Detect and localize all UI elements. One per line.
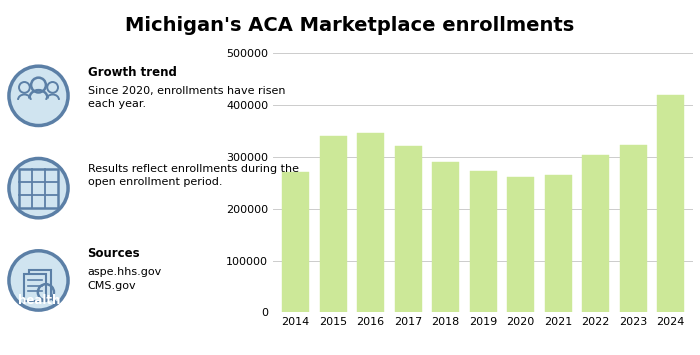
Bar xyxy=(470,171,496,312)
Text: Michigan's ACA Marketplace enrollments: Michigan's ACA Marketplace enrollments xyxy=(125,16,575,35)
Bar xyxy=(657,95,684,312)
Text: .org™: .org™ xyxy=(15,327,64,342)
Text: Results reflect enrollments during the
open enrollment period.: Results reflect enrollments during the o… xyxy=(88,164,298,187)
Bar xyxy=(357,132,384,312)
Bar xyxy=(319,136,346,312)
Text: aspe.hhs.gov
CMS.gov: aspe.hhs.gov CMS.gov xyxy=(88,267,162,290)
Bar xyxy=(19,169,58,208)
Circle shape xyxy=(9,251,68,310)
Bar xyxy=(432,162,459,312)
Text: Growth trend: Growth trend xyxy=(88,66,176,79)
Text: health: health xyxy=(18,294,61,307)
Bar xyxy=(25,274,46,301)
Circle shape xyxy=(9,158,68,218)
Text: Since 2020, enrollments have risen
each year.: Since 2020, enrollments have risen each … xyxy=(88,86,285,109)
Bar xyxy=(29,271,51,298)
Bar xyxy=(395,146,421,312)
Bar xyxy=(582,155,609,312)
Bar xyxy=(282,173,309,312)
Text: insurance: insurance xyxy=(18,312,62,321)
Text: Sources: Sources xyxy=(88,247,140,260)
Circle shape xyxy=(9,66,68,126)
Bar xyxy=(545,175,571,312)
Bar xyxy=(507,177,534,312)
Bar xyxy=(620,145,647,312)
